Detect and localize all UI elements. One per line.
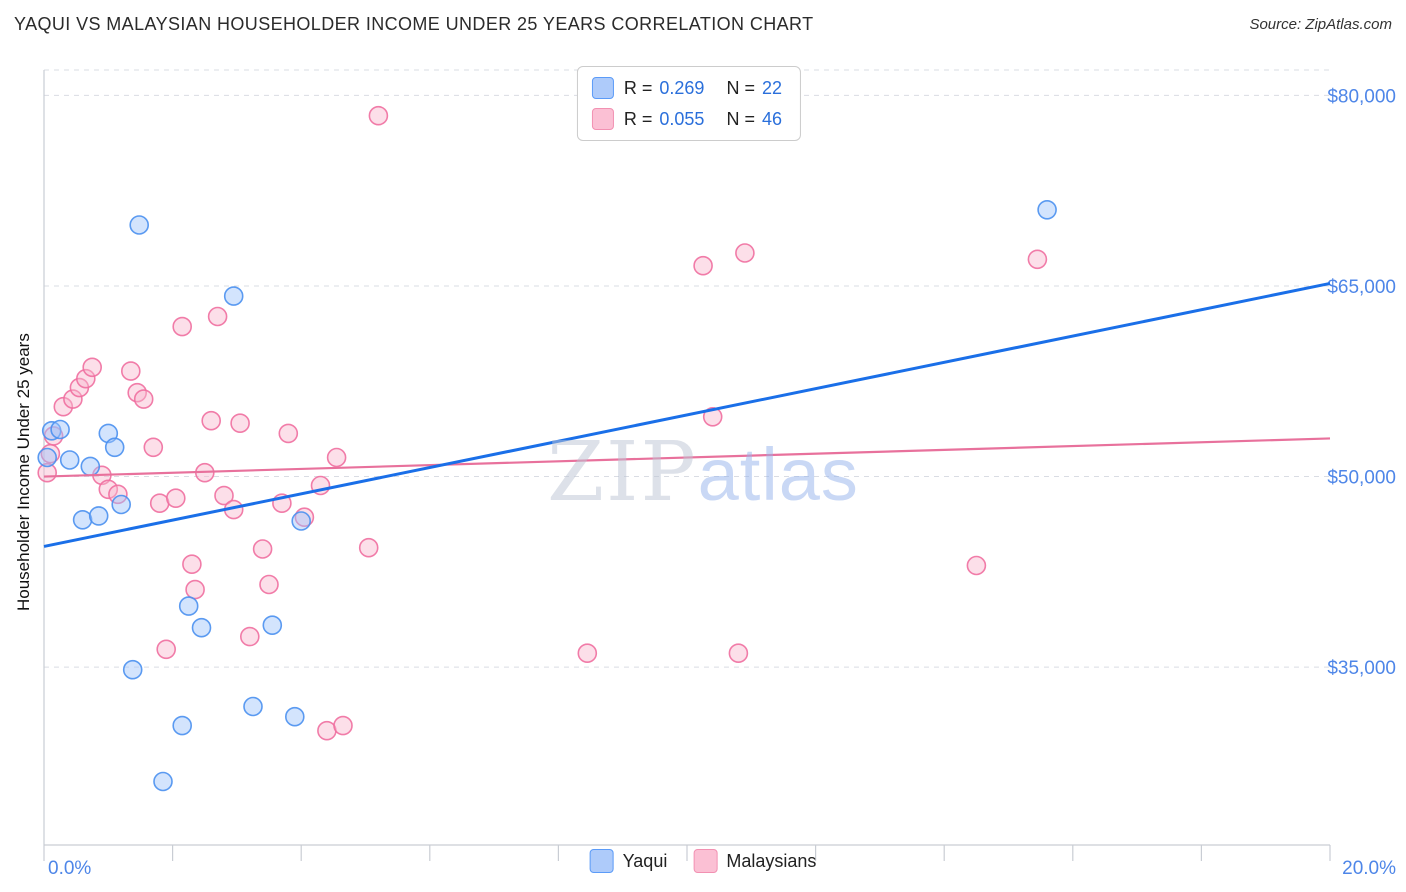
malaysians-point [966, 555, 987, 576]
yaqui-point [122, 659, 143, 680]
malaysians-point [214, 485, 234, 506]
malaysians-point [577, 643, 598, 664]
yaqui-point [50, 419, 70, 440]
yaqui-point [80, 456, 101, 477]
malaysians-point [182, 554, 202, 575]
malaysians-point [317, 720, 337, 741]
malaysians-point [143, 437, 164, 458]
malaysians-point [278, 423, 299, 444]
page-title: YAQUI VS MALAYSIAN HOUSEHOLDER INCOME UN… [14, 14, 814, 34]
malaysians-point [201, 410, 221, 431]
malaysians-n-label: N = [726, 108, 755, 129]
y-tick-label: $35,000 [1327, 658, 1396, 679]
malaysians-point [252, 539, 273, 559]
malaysians-point [185, 579, 205, 600]
yaqui-series-swatch-icon [589, 849, 614, 873]
malaysians-legend-swatch-icon [591, 108, 614, 130]
yaqui-r-label: R = [623, 77, 653, 98]
yaqui-n-label: N = [726, 77, 755, 98]
malaysians-point [82, 357, 102, 378]
yaqui-point [172, 715, 192, 736]
malaysians-point [133, 389, 154, 409]
yaqui-point [111, 494, 131, 515]
malaysians-point [358, 537, 379, 558]
malaysians-point [333, 715, 353, 736]
series-legend: Yaqui Malaysians [589, 849, 817, 873]
malaysians-point [702, 406, 723, 427]
yaqui-point [129, 215, 149, 235]
yaqui-r-value: 0.269 [659, 77, 705, 98]
malaysians-r-label: R = [623, 108, 653, 129]
legend-row-yaqui: R = 0.269 N = 22 [591, 77, 782, 99]
yaqui-point [178, 596, 199, 616]
correlation-legend-box: R = 0.269 N = 22 R = 0.055 N = 46 [576, 66, 801, 141]
yaqui-point [291, 511, 312, 531]
malaysians-point [735, 243, 755, 263]
malaysians-point [1027, 249, 1048, 270]
malaysians-point [693, 255, 713, 276]
yaqui-trendline [43, 281, 1331, 548]
legend-row-malaysians: R = 0.055 N = 46 [591, 108, 782, 130]
yaqui-point [88, 506, 109, 526]
malaysians-trendline [43, 437, 1331, 478]
yaqui-legend-swatch-icon [591, 77, 614, 99]
malaysians-point [121, 361, 141, 381]
malaysians-point [149, 493, 170, 514]
yaqui-point [191, 617, 212, 638]
yaqui-point [262, 615, 283, 636]
yaqui-point [1037, 200, 1057, 220]
malaysians-point [207, 306, 228, 327]
malaysians-point [76, 368, 96, 389]
x-max-label: 20.0% [1342, 858, 1396, 879]
malaysians-series-label: Malaysians [726, 850, 817, 871]
y-tick-label: $80,000 [1327, 86, 1396, 107]
malaysians-point [368, 105, 389, 126]
yaqui-point [104, 437, 125, 458]
yaqui-point [284, 706, 305, 727]
yaqui-point [59, 450, 80, 470]
y-tick-label: $65,000 [1327, 277, 1396, 298]
yaqui-point [37, 447, 58, 468]
malaysians-point [156, 639, 176, 660]
yaqui-point [243, 696, 263, 717]
malaysians-r-value: 0.055 [659, 108, 705, 129]
yaqui-point [72, 509, 93, 530]
malaysians-n-value: 46 [761, 108, 782, 129]
yaqui-series-label: Yaqui [622, 850, 668, 871]
source-attribution: Source: ZipAtlas.com [1249, 16, 1392, 33]
yaqui-point [153, 771, 173, 792]
yaqui-point [223, 286, 244, 306]
malaysians-point [326, 447, 347, 468]
malaysians-point [166, 488, 186, 509]
malaysians-point [172, 316, 192, 337]
malaysians-point [63, 389, 83, 409]
x-min-label: 0.0% [48, 858, 91, 879]
malaysians-point [98, 479, 119, 500]
malaysians-point [240, 626, 260, 647]
malaysians-point [259, 574, 279, 595]
malaysians-series-swatch-icon [693, 849, 718, 873]
y-tick-label: $50,000 [1327, 468, 1396, 489]
malaysians-point [230, 413, 250, 434]
yaqui-n-value: 22 [761, 77, 782, 98]
malaysians-point [728, 643, 749, 664]
